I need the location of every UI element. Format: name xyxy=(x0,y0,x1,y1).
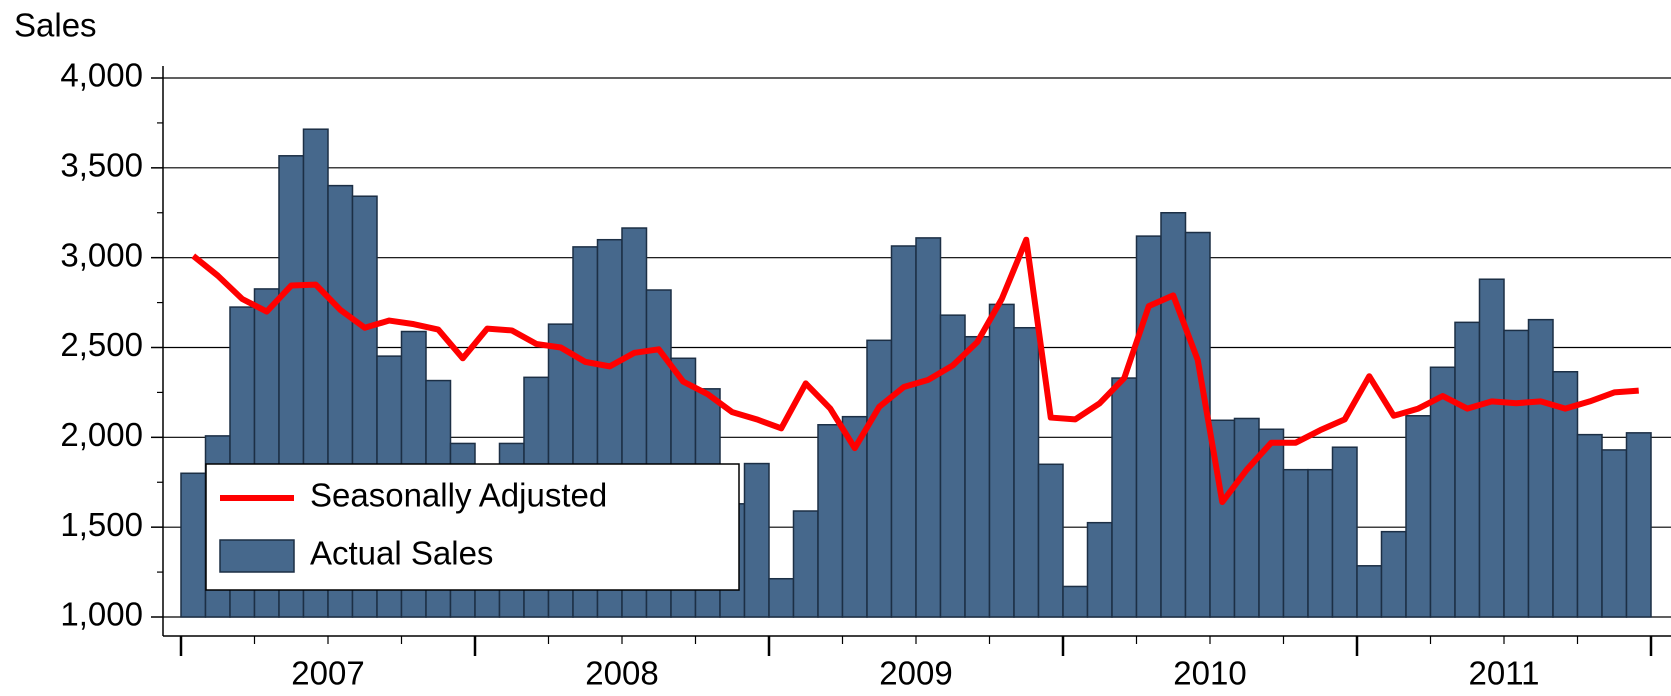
legend-swatch xyxy=(219,539,295,573)
y-tick-label: 3,000 xyxy=(60,236,143,273)
bar xyxy=(1013,326,1040,618)
line xyxy=(191,236,1639,506)
x-tick-label: 2011 xyxy=(1469,655,1540,692)
bar xyxy=(1625,432,1652,618)
bar xyxy=(1160,212,1187,618)
y-axis-label: Sales xyxy=(14,7,97,44)
bar xyxy=(1478,278,1505,618)
bar xyxy=(1233,417,1260,618)
bar xyxy=(1037,463,1064,618)
bar xyxy=(1454,321,1481,618)
bar xyxy=(1405,415,1432,618)
bar xyxy=(1380,530,1407,618)
legend-label: Actual Sales xyxy=(310,535,493,572)
y-tick-label: 1,000 xyxy=(60,596,143,633)
y-tick-label: 2,500 xyxy=(60,326,143,363)
x-tick-label: 2008 xyxy=(585,655,658,692)
x-tick-label: 2007 xyxy=(291,655,364,692)
bar xyxy=(1356,565,1383,618)
y-tick-label: 1,500 xyxy=(60,506,143,543)
lines xyxy=(191,236,1639,506)
bar xyxy=(1282,468,1309,618)
bar xyxy=(964,335,991,618)
bar xyxy=(1258,428,1285,618)
bar xyxy=(988,303,1015,618)
bar xyxy=(1576,433,1603,618)
bar xyxy=(939,314,966,618)
bar xyxy=(1601,449,1628,618)
bar xyxy=(1429,366,1456,618)
bar xyxy=(1552,371,1579,618)
bar xyxy=(768,577,795,618)
bar xyxy=(890,245,917,618)
bar xyxy=(1527,318,1554,618)
y-tick-label: 3,500 xyxy=(60,147,143,184)
bar xyxy=(1062,585,1089,618)
x-tick-label: 2009 xyxy=(879,655,952,692)
bar xyxy=(1503,329,1530,618)
bar xyxy=(1331,446,1358,618)
bar xyxy=(743,462,770,618)
legend-box xyxy=(205,463,740,591)
legend: Seasonally Adjusted Actual Sales xyxy=(205,463,740,591)
y-tick-label: 4,000 xyxy=(60,57,143,94)
bar xyxy=(180,472,207,618)
bar xyxy=(1135,235,1162,618)
bar xyxy=(1307,468,1334,618)
bar xyxy=(866,339,893,618)
legend-label: Seasonally Adjusted xyxy=(310,477,607,514)
bar xyxy=(1111,377,1138,618)
bars xyxy=(180,128,1652,618)
y-tick-label: 2,000 xyxy=(60,416,143,453)
bar xyxy=(792,510,819,618)
x-tick-label: 2010 xyxy=(1173,655,1246,692)
bar xyxy=(1086,521,1113,618)
bar xyxy=(817,424,844,618)
bar xyxy=(915,237,942,618)
